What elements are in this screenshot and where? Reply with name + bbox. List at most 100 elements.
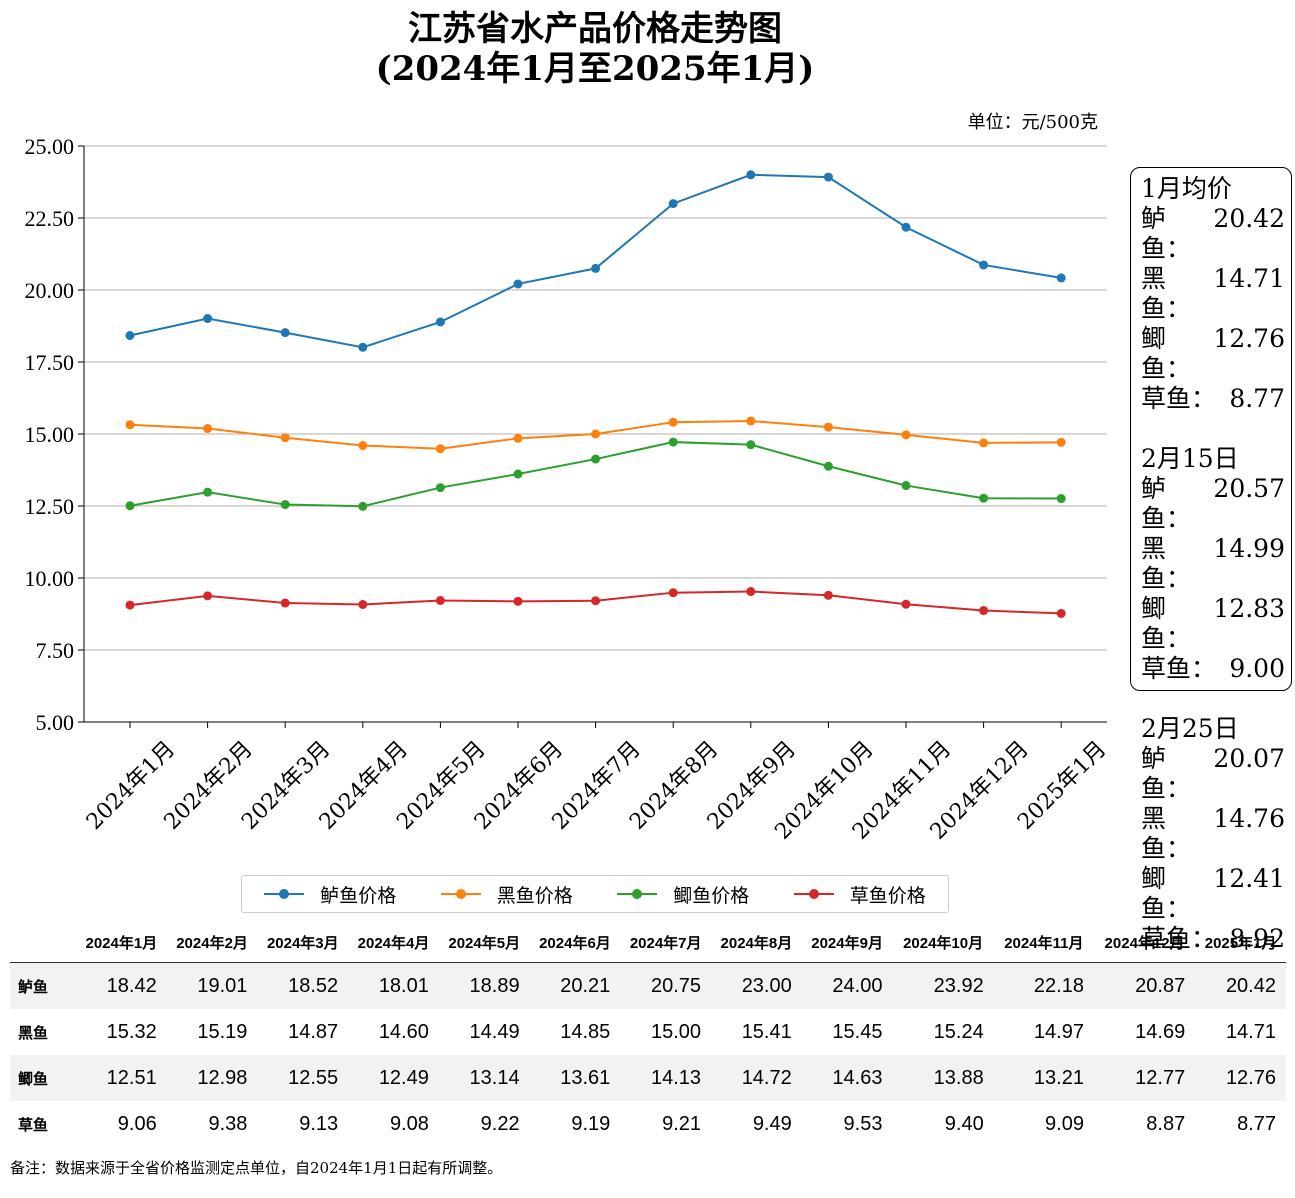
summary-fish-label: 鲫鱼： — [1141, 594, 1192, 653]
legend-item: 黑鱼价格 — [440, 881, 573, 908]
table-cell: 18.89 — [438, 962, 530, 1009]
summary-row: 鲫鱼： 12.41 — [1141, 864, 1285, 924]
table-header-row: 2024年1月 2024年2月 2024年3月 2024年4月 2024年5月 2024年… — [10, 922, 1286, 963]
summary-group: 1月均价 鲈鱼： 20.42 黑鱼： 14.71 鲫鱼： 12.76 草鱼： 8.77 — [1141, 174, 1285, 414]
summary-price-value: 20.57 — [1213, 474, 1285, 503]
legend-item: 草鱼价格 — [793, 881, 926, 908]
data-point — [668, 588, 678, 598]
data-point — [901, 599, 911, 609]
data-point — [979, 260, 989, 270]
table-cell: 14.49 — [469, 1020, 520, 1043]
summary-row: 鲈鱼： 20.57 — [1141, 474, 1285, 534]
table-cell: 8.77 — [1237, 1112, 1276, 1135]
summary-fish-label: 鲈鱼： — [1141, 204, 1192, 263]
data-point — [358, 599, 368, 609]
line-chart: 5.00 7.50 10.00 12.50 15.00 17.50 20.00 22.50 25… — [25, 134, 1112, 845]
summary-row: 黑鱼： 14.99 — [1141, 534, 1285, 594]
table-row-header: 鲈鱼 — [10, 962, 76, 1009]
series-line — [129, 441, 1062, 508]
data-point — [203, 487, 213, 497]
table-cell: 8.87 — [1146, 1112, 1186, 1135]
table-cell: 24.00 — [801, 962, 893, 1009]
table-column-header: 2024年9月 — [801, 922, 893, 963]
price-table: 2024年1月 2024年2月 2024年3月 2024年4月 2024年5月 2024年… — [10, 922, 1286, 1147]
legend-item: 鲫鱼价格 — [617, 881, 749, 908]
legend-label: 草鱼价格 — [849, 884, 926, 907]
summary-fish-label: 鲈鱼： — [1141, 474, 1192, 533]
table-cell: 15.00 — [650, 1020, 702, 1043]
table-cell: 13.14 — [438, 1055, 530, 1101]
data-point — [125, 420, 135, 430]
table-column-header: 2024年6月 — [529, 922, 621, 963]
y-tick-label: 10.00 — [25, 566, 75, 591]
table-column-header: 2024年8月 — [711, 922, 802, 963]
summary-price-value: 14.71 — [1213, 264, 1285, 293]
data-point — [901, 481, 911, 491]
data-point — [435, 483, 445, 493]
data-point — [901, 430, 911, 440]
summary-row: 草鱼： 8.77 — [1141, 384, 1285, 414]
table-cell: 14.69 — [1135, 1020, 1186, 1043]
data-point — [358, 441, 368, 451]
table-cell: 9.13 — [299, 1112, 339, 1135]
y-tick-label: 5.00 — [36, 710, 75, 735]
data-point — [203, 314, 213, 324]
table-cell: 15.41 — [741, 1020, 792, 1043]
unit-label: 单位：元/500克 — [967, 112, 1098, 133]
data-point — [668, 199, 678, 209]
data-point — [1056, 494, 1066, 504]
data-point — [513, 279, 523, 289]
table-corner — [10, 922, 76, 963]
legend-swatch — [617, 889, 658, 899]
legend-item: 鲈鱼价格 — [264, 881, 396, 908]
summary-price-value: 12.41 — [1213, 864, 1285, 893]
table-cell: 9.21 — [662, 1112, 702, 1135]
data-point — [203, 424, 213, 434]
table-cell: 9.22 — [480, 1112, 520, 1135]
data-point — [823, 422, 833, 432]
summary-group-title: 1月均价 — [1141, 174, 1232, 203]
table-cell: 20.21 — [529, 962, 621, 1009]
table-row-header: 草鱼 — [18, 1116, 49, 1134]
data-point — [435, 595, 445, 605]
summary-fish-label: 鲫鱼： — [1141, 864, 1192, 923]
table-cell: 12.98 — [166, 1055, 258, 1101]
data-point — [280, 433, 290, 443]
summary-fish-label: 黑鱼： — [1141, 534, 1192, 593]
table-cell: 14.60 — [378, 1020, 429, 1043]
data-point — [668, 437, 678, 447]
table-column-header: 2024年2月 — [166, 922, 258, 963]
summary-group-title: 2月25日 — [1141, 714, 1239, 743]
table-cell: 14.72 — [711, 1055, 802, 1101]
data-point — [979, 438, 989, 448]
chart-title-line2: (2024年1月至2025年1月) — [375, 49, 815, 89]
table-column-header: 2024年12月 — [1093, 922, 1196, 963]
data-point — [513, 469, 523, 479]
table-cell: 18.42 — [76, 962, 167, 1009]
table-cell: 14.63 — [801, 1055, 893, 1101]
y-tick-label: 22.50 — [25, 206, 75, 231]
summary-fish-label: 鲈鱼： — [1141, 744, 1192, 803]
legend-label: 鲈鱼价格 — [320, 884, 397, 907]
data-point — [280, 328, 290, 338]
data-point — [280, 598, 290, 608]
table-cell: 23.92 — [892, 962, 994, 1009]
table-row-header: 黑鱼 — [18, 1024, 49, 1042]
legend-swatch — [264, 889, 305, 899]
series-line — [129, 173, 1062, 349]
summary-group-title: 2月15日 — [1141, 444, 1239, 473]
data-point — [1056, 273, 1066, 283]
table-column-header: 2024年10月 — [892, 922, 994, 963]
summary-row: 鲈鱼： 20.42 — [1141, 204, 1285, 264]
summary-price-value: 12.83 — [1213, 594, 1285, 623]
table-cell: 23.00 — [711, 962, 802, 1009]
summary-price-value: 14.76 — [1213, 804, 1285, 833]
y-tick-label: 15.00 — [25, 422, 75, 447]
table-cell: 13.21 — [993, 1055, 1094, 1101]
table-cell: 12.55 — [257, 1055, 349, 1101]
data-point — [823, 590, 833, 600]
data-point — [746, 587, 756, 597]
summary-price-value: 8.77 — [1229, 384, 1285, 413]
summary-fish-label: 草鱼： — [1141, 384, 1217, 413]
table-cell: 20.42 — [1195, 962, 1286, 1009]
